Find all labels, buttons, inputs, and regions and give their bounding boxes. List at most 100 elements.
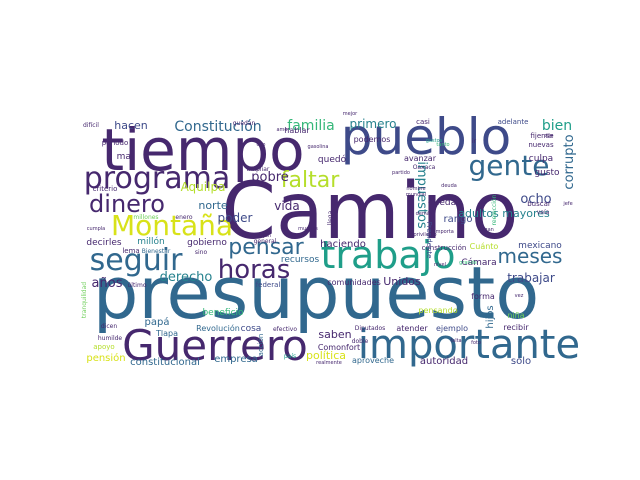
word-dicen: dicen bbox=[101, 323, 117, 330]
word-mexicano: mexicano bbox=[518, 241, 562, 251]
word-apoyo: apoyo bbox=[93, 343, 114, 351]
word-quedo: quedó bbox=[318, 154, 347, 165]
word-comunidades: comunidades bbox=[327, 278, 381, 287]
word-seguir: seguir bbox=[90, 243, 183, 278]
word-beneficio: beneficio bbox=[202, 308, 244, 318]
word-pobre: pobre bbox=[251, 170, 289, 185]
word-atender: atender bbox=[396, 324, 428, 333]
word-vida: vida bbox=[274, 199, 299, 213]
word-gusto: gusto bbox=[534, 168, 560, 178]
word-guerrero: Guerrero bbox=[122, 321, 308, 370]
word-saben: saben bbox=[318, 328, 351, 341]
word-gastos: gastos bbox=[426, 138, 443, 144]
word-millon: millón bbox=[137, 236, 164, 247]
word-buscar: buscar bbox=[527, 200, 551, 208]
word-nivel: nivel bbox=[434, 262, 446, 268]
word-amor: amor bbox=[276, 127, 290, 133]
word-gobierno: gobierno bbox=[187, 238, 227, 248]
word-enero: enero bbox=[175, 214, 193, 221]
word-presupuesto: presupuesto bbox=[93, 251, 540, 335]
word-privilegio: privilegio bbox=[413, 232, 436, 238]
word-dinero: dinero bbox=[89, 190, 165, 218]
word-llega: llega bbox=[327, 210, 334, 225]
word-accion: acción bbox=[257, 334, 265, 357]
word-norte: norte bbox=[198, 199, 228, 212]
word-podemos: podemos bbox=[354, 135, 391, 144]
word-ampliar: ampliar bbox=[247, 166, 270, 173]
word-lema: lema bbox=[122, 247, 139, 255]
word-veia: veía bbox=[537, 209, 550, 216]
cloud-area bbox=[72, 106, 580, 376]
word-nina: niña bbox=[507, 311, 524, 320]
word-periodo: periodo bbox=[102, 139, 129, 147]
word-faltar: faltar bbox=[281, 168, 340, 193]
word-pension: pensión bbox=[86, 352, 125, 364]
word-importante: importante bbox=[358, 322, 580, 368]
word-humilde: humilde bbox=[98, 335, 123, 342]
word-mundial: mundial bbox=[406, 192, 426, 198]
word-camino: Camino bbox=[221, 167, 518, 257]
word-bien: bien bbox=[542, 118, 572, 134]
word-forma: forma bbox=[471, 292, 495, 301]
word-corrupto: corrupto bbox=[562, 134, 577, 189]
word-ir: ir bbox=[472, 138, 477, 145]
word-oaxaca: Oaxaca bbox=[413, 164, 436, 171]
word-presidente: Presidente bbox=[425, 222, 433, 259]
word-tanto: tanto bbox=[436, 142, 449, 148]
word-realmente: realmente bbox=[316, 360, 342, 366]
word-casi: casi bbox=[416, 118, 430, 126]
word-recibir: recibir bbox=[503, 323, 529, 332]
word-fijense: fijense bbox=[530, 132, 553, 140]
word-decirles: decirles bbox=[86, 238, 121, 248]
word-quedan: quedan bbox=[233, 120, 256, 127]
word-constitucional: constitucional bbox=[130, 357, 200, 368]
word-avanzar: avanzar bbox=[404, 154, 437, 163]
word-pueblo: pueblo bbox=[341, 108, 511, 166]
word-reeleccion: reelección bbox=[491, 194, 498, 225]
word-criterio: criterio bbox=[93, 185, 118, 193]
word-muchas: muchas bbox=[298, 226, 318, 232]
word-montana: Montaña bbox=[111, 209, 233, 242]
word-constitucion: Constitución bbox=[174, 119, 261, 135]
word-camara: Cámara bbox=[461, 258, 496, 268]
word-adelante: adelante bbox=[498, 118, 529, 126]
word-pensar: pensar bbox=[228, 235, 304, 260]
word-primero: primero bbox=[350, 117, 397, 131]
word-vez: vez bbox=[515, 293, 524, 299]
word-trabajar: trabajar bbox=[507, 271, 555, 285]
word-aproveche: aproveche bbox=[352, 356, 394, 365]
word-foto: foto bbox=[471, 340, 481, 346]
word-rango: rango bbox=[443, 214, 472, 225]
word-gasolina: gasolina bbox=[308, 144, 329, 150]
word-demas: demás bbox=[416, 210, 433, 217]
word-poder: poder bbox=[218, 211, 253, 225]
word-hacen: hacen bbox=[114, 119, 148, 132]
word-cuanto: Cuánto bbox=[470, 242, 499, 251]
word-dije: dije bbox=[544, 133, 553, 139]
word-impuestos: impuestos bbox=[414, 161, 429, 229]
word-hablar: hablar bbox=[284, 126, 310, 135]
word-solo: sólo bbox=[511, 355, 531, 367]
word-federal: federal bbox=[256, 281, 281, 289]
word-partido: partido bbox=[392, 170, 410, 176]
word-culpa: culpa bbox=[529, 154, 553, 164]
word-mal: mal bbox=[117, 152, 134, 162]
word-ocho: ocho bbox=[520, 192, 551, 207]
word-bienestar: Bienestar bbox=[142, 248, 171, 255]
word-dejan: dejan bbox=[257, 233, 271, 239]
word-mejor: mejor bbox=[343, 111, 358, 117]
word-comonfort: Comonfort bbox=[318, 343, 360, 352]
word-gente: gente bbox=[469, 149, 550, 182]
word-pais: país bbox=[284, 353, 296, 360]
word-anos: años bbox=[92, 276, 123, 291]
word-meses: meses bbox=[498, 244, 563, 268]
word-dijo: dijo bbox=[256, 142, 265, 148]
word-dificil: difícil bbox=[83, 122, 99, 129]
word-deuda: deuda bbox=[441, 183, 457, 189]
word-construccion: construcción bbox=[422, 244, 467, 252]
word-sino: sino bbox=[195, 249, 208, 256]
word-horas: horas bbox=[218, 255, 291, 285]
word-politica: política bbox=[306, 349, 346, 362]
